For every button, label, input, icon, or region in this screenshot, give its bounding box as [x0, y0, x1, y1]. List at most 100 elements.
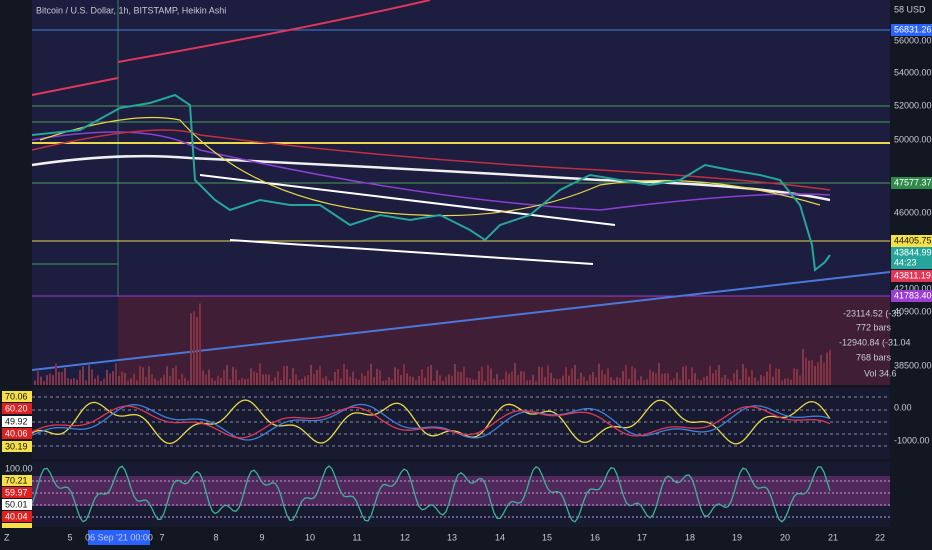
- volume-bar: [442, 380, 444, 385]
- volume-bar: [538, 366, 540, 385]
- pane-label: -1000.00: [894, 435, 930, 445]
- volume-bar: [172, 368, 174, 385]
- volume-bar: [97, 375, 99, 385]
- volume-bar: [781, 380, 783, 385]
- volume-bar: [814, 365, 816, 385]
- time-label: 21: [828, 532, 838, 542]
- volume-bar: [499, 379, 501, 385]
- volume-bar: [145, 376, 147, 385]
- price-tag-text: 41783.40: [894, 290, 932, 300]
- volume-bar: [148, 366, 150, 385]
- volume-bar: [484, 380, 486, 385]
- volume-bar: [142, 367, 144, 385]
- volume-bar: [40, 376, 42, 385]
- label-bg: [2, 511, 32, 522]
- volume-bar: [94, 378, 96, 385]
- volume-bar: [475, 379, 477, 385]
- volume-bar: [205, 374, 207, 385]
- volume-bar: [562, 375, 564, 385]
- volume-bar: [742, 364, 744, 385]
- volume-bar: [121, 371, 123, 385]
- volume-bar: [61, 372, 63, 385]
- time-label: 14: [495, 532, 505, 542]
- time-label: 15: [542, 532, 552, 542]
- overlay-text: -23114.52 (-35: [843, 308, 901, 318]
- volume-bar: [517, 375, 519, 385]
- chart-title: Bitcoin / U.S. Dollar, 1h, BITSTAMP, Hei…: [36, 5, 226, 15]
- volume-bar: [457, 371, 459, 385]
- volume-bar: [601, 369, 603, 385]
- corner-label: Z: [4, 532, 10, 542]
- moving-average: [31, 154, 831, 202]
- volume-bar: [805, 357, 807, 385]
- volume-bar: [76, 379, 78, 385]
- volume-bar: [328, 380, 330, 385]
- volume-bar: [241, 377, 243, 385]
- volume-bar: [583, 376, 585, 385]
- blue-trendline: [31, 271, 891, 371]
- volume-bar: [712, 373, 714, 385]
- volume-bar: [790, 379, 792, 385]
- volume-bar: [49, 373, 51, 385]
- volume-bar: [322, 378, 324, 385]
- overlay-text: Vol 34.6: [864, 368, 897, 378]
- volume-bar: [238, 380, 240, 385]
- volume-bar: [382, 380, 384, 385]
- volume-bar: [778, 368, 780, 385]
- volume-bar: [598, 363, 600, 385]
- time-label: 7: [159, 532, 164, 542]
- volume-bar: [403, 364, 405, 385]
- overlay-text: -12940.84 (-31.04: [839, 337, 911, 347]
- volume-bar: [289, 379, 291, 385]
- volume-bar: [343, 363, 345, 385]
- volume-bar: [808, 360, 810, 385]
- time-label: 22: [875, 532, 885, 542]
- volume-bar: [706, 375, 708, 385]
- volume-bar: [811, 360, 813, 385]
- time-axis: 5 06 Sep '21 00:00 7 8 9 10 11 12 13 14 15 16 17 18 19…: [67, 532, 885, 542]
- pane-label: 40.04: [5, 511, 28, 521]
- label-bg: [2, 487, 32, 498]
- volume-bar: [772, 376, 774, 385]
- overlay-text: 768 bars: [856, 352, 892, 362]
- volume-bar: [547, 365, 549, 385]
- volume-bar: [283, 366, 285, 385]
- volume-bar: [445, 376, 447, 385]
- volume-bar: [760, 374, 762, 385]
- volume-bar: [796, 369, 798, 385]
- volume-bar: [604, 374, 606, 385]
- volume-bar: [376, 368, 378, 385]
- volume-bar: [316, 369, 318, 385]
- volume-bar: [256, 372, 258, 385]
- volume-bar: [373, 377, 375, 385]
- volume-bar: [784, 378, 786, 385]
- volume-bar: [610, 377, 612, 385]
- time-label: 06 Sep '21 00:00: [85, 532, 153, 542]
- volume-bar: [826, 352, 828, 385]
- volume-bar: [673, 378, 675, 385]
- volume-bar: [817, 362, 819, 385]
- oscillators: [31, 396, 890, 523]
- volume-bar: [229, 379, 231, 385]
- volume-bar: [196, 316, 198, 385]
- volume-bar: [388, 377, 390, 385]
- volume-bar: [67, 378, 69, 385]
- volume-bar: [520, 371, 522, 385]
- volume-bar: [586, 380, 588, 385]
- volume-bar: [37, 371, 39, 385]
- pane-1: [32, 388, 890, 459]
- oscillator-line: [31, 399, 831, 445]
- volume-bar: [46, 375, 48, 385]
- price-tag: [891, 247, 932, 269]
- volume-bar: [265, 373, 267, 385]
- volume-bar: [406, 373, 408, 385]
- volume-bar: [385, 380, 387, 385]
- volume-bar: [184, 378, 186, 385]
- volume-bar: [553, 378, 555, 385]
- volume-bar: [415, 380, 417, 385]
- volume-bar: [565, 367, 567, 385]
- volume-bar: [208, 369, 210, 385]
- volume-bar: [127, 380, 129, 385]
- label-bg: [2, 391, 32, 402]
- volume-bar: [118, 375, 120, 385]
